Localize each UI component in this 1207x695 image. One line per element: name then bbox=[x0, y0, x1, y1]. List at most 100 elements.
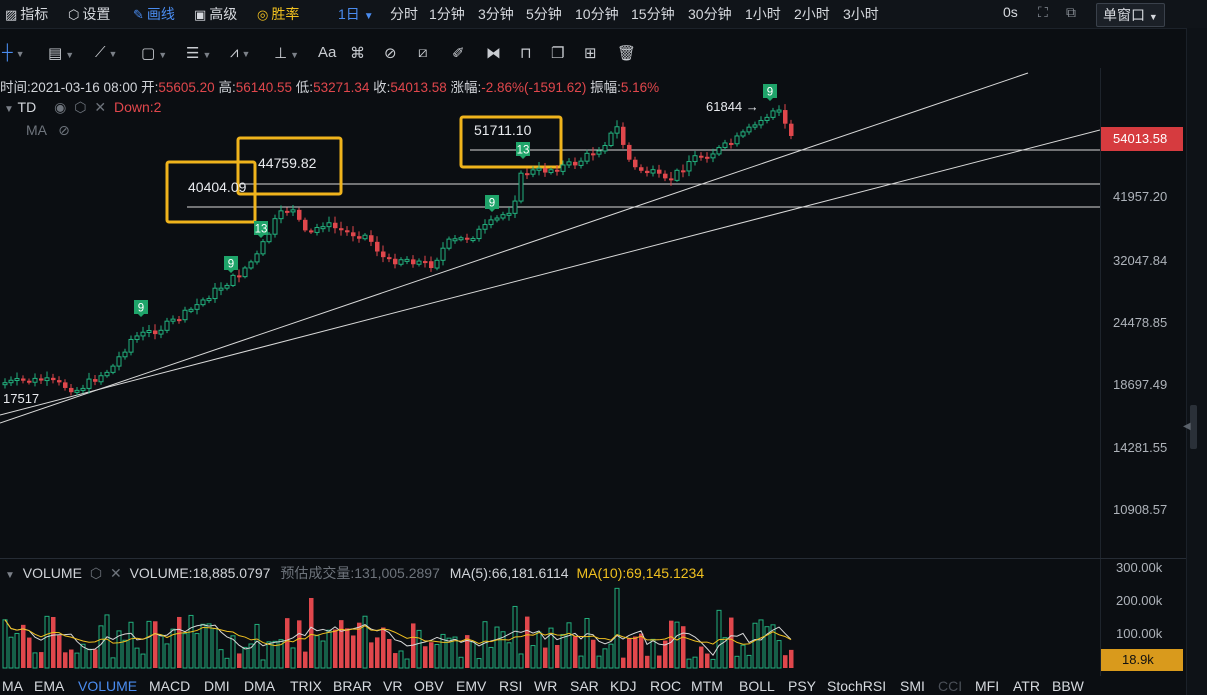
eye-off-icon[interactable]: ⊘ bbox=[58, 122, 70, 138]
tab-cci[interactable]: CCI bbox=[938, 678, 963, 694]
volume-bar bbox=[254, 623, 260, 669]
tab-kdj[interactable]: KDJ bbox=[610, 678, 637, 694]
volume-bar bbox=[44, 615, 50, 669]
advanced-button[interactable]: ▣ 高级 bbox=[194, 4, 237, 24]
volume-bar bbox=[134, 647, 140, 669]
text-icon[interactable]: Aa bbox=[318, 44, 337, 61]
tab-bbw[interactable]: BBW bbox=[1052, 678, 1084, 694]
td-marker bbox=[254, 221, 268, 238]
period-7[interactable]: 1小时 bbox=[745, 6, 781, 22]
period-0[interactable]: 分时 bbox=[390, 6, 418, 22]
vertical-scrollbar[interactable]: ◀ bbox=[1183, 28, 1207, 695]
tab-brar[interactable]: BRAR bbox=[333, 678, 372, 694]
tab-psy[interactable]: PSY bbox=[788, 678, 817, 694]
volume-bar bbox=[57, 635, 62, 668]
chevron-down-icon: ▼ bbox=[363, 11, 374, 22]
td-marker bbox=[134, 300, 148, 317]
volume-bar bbox=[224, 657, 230, 669]
volume-bar bbox=[309, 597, 314, 668]
volume-bar bbox=[242, 646, 248, 669]
tab-stochrsi[interactable]: StochRSI bbox=[827, 678, 887, 694]
tab-sar[interactable]: SAR bbox=[570, 678, 599, 694]
candle-body bbox=[309, 230, 314, 233]
tab-vr[interactable]: VR bbox=[383, 678, 403, 694]
magnet-icon[interactable]: ⊘ bbox=[384, 45, 397, 62]
tab-roc[interactable]: ROC bbox=[650, 678, 682, 694]
lock-icon[interactable]: ⊓ bbox=[520, 45, 532, 62]
tab-ma[interactable]: MA bbox=[2, 678, 23, 694]
crosshair-icon[interactable]: ┼ ▼ bbox=[2, 44, 25, 61]
tab-dmi[interactable]: DMI bbox=[204, 678, 230, 694]
tab-ema[interactable]: EMA bbox=[34, 678, 65, 694]
candle-body bbox=[278, 210, 284, 220]
measure-icon[interactable]: ⊥ ▼ bbox=[274, 45, 299, 62]
eye-icon[interactable]: ◉ bbox=[54, 99, 67, 115]
chevron-left-icon[interactable]: ◀ bbox=[1183, 421, 1191, 432]
fib-icon[interactable]: ☰ ▼ bbox=[186, 45, 212, 62]
tab-mfi[interactable]: MFI bbox=[975, 678, 1000, 694]
period-2[interactable]: 3分钟 bbox=[478, 6, 514, 22]
rectangle-icon[interactable]: ▢ ▼ bbox=[141, 45, 168, 62]
low-value: 53271.34 bbox=[313, 80, 370, 95]
scrollbar-thumb[interactable] bbox=[1190, 405, 1197, 449]
tab-emv[interactable]: EMV bbox=[456, 678, 487, 694]
tab-obv[interactable]: OBV bbox=[414, 678, 444, 694]
close-icon[interactable]: ✕ bbox=[94, 99, 107, 115]
visibility-icon[interactable]: ⧓ bbox=[486, 45, 501, 62]
period-4[interactable]: 10分钟 bbox=[575, 6, 619, 22]
winrate-button[interactable]: ◎ 胜率 bbox=[257, 4, 299, 24]
candle-body bbox=[326, 222, 332, 228]
layers-icon[interactable]: ⊞ bbox=[584, 45, 597, 62]
volume-bar bbox=[584, 617, 590, 669]
candle-body bbox=[500, 214, 506, 219]
period-8[interactable]: 2小时 bbox=[794, 6, 830, 22]
period-1[interactable]: 1分钟 bbox=[429, 6, 465, 22]
period-selector[interactable]: 1日 ▼ bbox=[338, 4, 374, 24]
tab-mtm[interactable]: MTM bbox=[691, 678, 723, 694]
volume-chart[interactable] bbox=[0, 584, 1100, 676]
chevron-down-icon[interactable]: ▼ bbox=[5, 570, 15, 581]
period-9[interactable]: 3小时 bbox=[843, 6, 879, 22]
period-3[interactable]: 5分钟 bbox=[526, 6, 562, 22]
tab-volume[interactable]: VOLUME bbox=[78, 678, 138, 694]
close-icon[interactable]: ✕ bbox=[109, 565, 122, 581]
ruler-icon[interactable]: ▤ ▼ bbox=[48, 45, 75, 62]
fullscreen-icon[interactable]: ⛶ bbox=[1038, 4, 1048, 20]
candle-body bbox=[584, 152, 590, 162]
settings-button[interactable]: ⬡ 设置 bbox=[68, 4, 110, 24]
chevron-down-icon[interactable]: ▼ bbox=[4, 104, 14, 115]
candle-body bbox=[314, 227, 320, 233]
draw-button[interactable]: ✎ 画线 bbox=[133, 4, 175, 24]
tab-macd[interactable]: MACD bbox=[149, 678, 191, 694]
candlestick-chart[interactable]: 9 9 13 9 13 9 bbox=[0, 68, 1100, 558]
copy-icon[interactable]: ❐ bbox=[551, 45, 565, 62]
tab-boll[interactable]: BOLL bbox=[739, 678, 775, 694]
exit-fullscreen-icon[interactable]: ⧉ bbox=[1066, 4, 1076, 20]
drawing-toolbar: ┼ ▼ ▤ ▼ ⟋ ▼ ▢ ▼ ☰ ▼ ⩘ ▼ ⊥ ▼ Aa ⌘ ⊘ ⧄ ✐ ⧓ ⊓ ❐ ⊞ … bbox=[0, 38, 1207, 68]
gear-icon[interactable]: ⬡ bbox=[74, 99, 87, 115]
pattern-icon[interactable]: ⩘ ▼ bbox=[230, 44, 251, 61]
period-5[interactable]: 15分钟 bbox=[631, 6, 675, 22]
indicator-tabs: MA EMA VOLUME MACD DMI DMA TRIX BRAR VR OBV EMV RSI… bbox=[0, 676, 1186, 695]
trendline-icon[interactable]: ⟋ ▼ bbox=[95, 44, 118, 61]
tab-wr[interactable]: WR bbox=[534, 678, 558, 694]
td-marker bbox=[763, 84, 777, 101]
gear-icon[interactable]: ⬡ bbox=[89, 565, 103, 581]
brush-icon[interactable]: ⌘ bbox=[350, 45, 365, 62]
trash-icon[interactable]: 🗑 bbox=[617, 45, 637, 62]
panel-divider[interactable] bbox=[0, 558, 1186, 559]
candle-body bbox=[237, 275, 242, 278]
tab-smi[interactable]: SMI bbox=[900, 678, 925, 694]
tab-atr[interactable]: ATR bbox=[1013, 678, 1040, 694]
ruler2-icon[interactable]: ⧄ bbox=[418, 44, 428, 61]
current-volume-badge: 18.9k bbox=[1101, 649, 1183, 671]
tab-dma[interactable]: DMA bbox=[244, 678, 276, 694]
eraser-icon[interactable]: ✐ bbox=[452, 45, 465, 62]
candle-body bbox=[543, 168, 548, 173]
candle-body bbox=[452, 238, 458, 242]
tab-trix[interactable]: TRIX bbox=[290, 678, 322, 694]
period-6[interactable]: 30分钟 bbox=[688, 6, 732, 22]
indicators-button[interactable]: ▨ 指标 bbox=[5, 4, 48, 24]
window-mode-select[interactable]: 单窗口 ▼ bbox=[1096, 3, 1165, 27]
tab-rsi[interactable]: RSI bbox=[499, 678, 523, 694]
